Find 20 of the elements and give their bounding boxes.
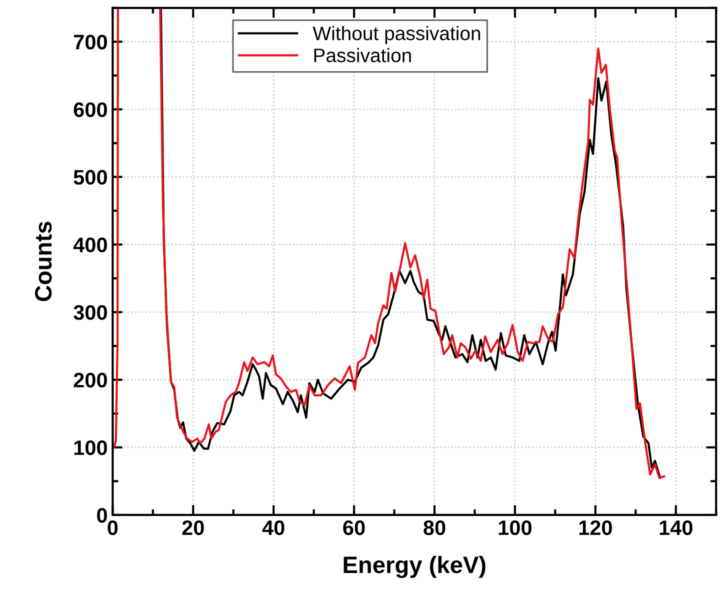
y-tick-label: 300 xyxy=(74,305,107,320)
y-tick-label: 200 xyxy=(74,372,107,388)
x-tick-label: 100 xyxy=(498,520,532,536)
x-tick-label: 40 xyxy=(262,520,284,536)
x-tick-label: 120 xyxy=(579,520,612,536)
y-tick-label: 0 xyxy=(97,508,107,523)
y-tick-label: 600 xyxy=(74,102,107,118)
y-tick-label: 500 xyxy=(74,170,107,185)
y-tick-label: 400 xyxy=(73,238,107,252)
y-tick-label: 100 xyxy=(74,440,107,456)
x-tick-label: 0 xyxy=(108,520,118,536)
legend-label: Passivation xyxy=(314,48,411,62)
x-tick-label: 140 xyxy=(660,520,692,536)
x-axis-title: Energy (keV) xyxy=(344,556,486,578)
x-tick-label: 80 xyxy=(424,520,446,536)
y-axis-title: Counts xyxy=(35,222,52,302)
y-tick-label: 700 xyxy=(74,34,107,50)
x-tick-label: 20 xyxy=(182,520,204,536)
x-tick-label: 60 xyxy=(343,520,365,536)
legend-label: Without passivation xyxy=(312,26,480,44)
